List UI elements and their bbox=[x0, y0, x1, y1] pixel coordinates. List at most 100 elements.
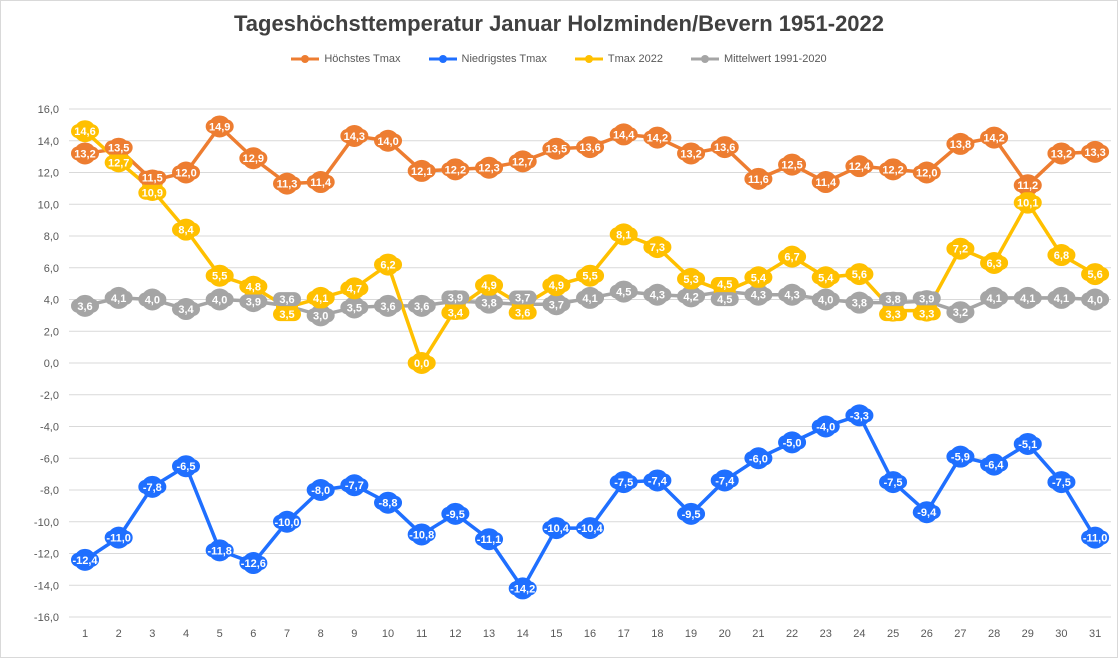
y-tick-label: 4,0 bbox=[44, 295, 59, 307]
legend-marker-icon bbox=[428, 55, 457, 63]
data-label-group: -8,8 bbox=[374, 495, 403, 510]
data-label: 7,2 bbox=[953, 244, 968, 256]
data-label-group: 3,5 bbox=[340, 300, 369, 315]
x-tick-label: 10 bbox=[382, 628, 394, 640]
data-label-background bbox=[407, 163, 436, 178]
data-label-group: 12,1 bbox=[407, 163, 436, 178]
data-label-group: 8,1 bbox=[609, 227, 638, 242]
y-tick-label: 14,0 bbox=[38, 136, 59, 148]
data-label: 14,6 bbox=[74, 126, 95, 138]
data-label: 4,1 bbox=[1020, 293, 1035, 305]
data-label-group: -7,5 bbox=[1047, 475, 1076, 490]
x-tick-label: 14 bbox=[517, 628, 529, 640]
data-label: -10,4 bbox=[578, 523, 604, 535]
data-label-group: -10,4 bbox=[542, 521, 571, 536]
data-label: 12,9 bbox=[243, 153, 264, 165]
data-label: 8,1 bbox=[616, 229, 631, 241]
data-label: 5,5 bbox=[212, 271, 227, 283]
data-label-background bbox=[576, 140, 605, 155]
data-label-background bbox=[710, 473, 739, 488]
data-label-background bbox=[643, 130, 672, 145]
data-label-group: 14,6 bbox=[71, 124, 99, 139]
data-label-group: 13,5 bbox=[104, 140, 133, 155]
data-label: -6,5 bbox=[177, 461, 196, 473]
data-label: 14,4 bbox=[613, 129, 635, 141]
data-label-group: 5,4 bbox=[811, 270, 840, 285]
data-label-background bbox=[441, 162, 470, 177]
data-label-background bbox=[205, 292, 234, 307]
data-label-group: 4,5 bbox=[710, 292, 739, 307]
y-tick-label: -8,0 bbox=[40, 485, 59, 497]
data-label-background bbox=[845, 295, 874, 310]
data-label-group: 10,1 bbox=[1013, 195, 1042, 210]
data-label-group: 11,5 bbox=[138, 170, 167, 185]
data-label-background bbox=[778, 287, 807, 302]
data-label: 5,4 bbox=[818, 272, 834, 284]
x-tick-label: 23 bbox=[820, 628, 832, 640]
data-label-group: 6,2 bbox=[374, 257, 403, 272]
legend-label: Mittelwert 1991-2020 bbox=[723, 53, 827, 65]
data-label-background bbox=[1081, 292, 1110, 307]
data-label-group: 5,3 bbox=[677, 271, 706, 286]
data-label: 5,6 bbox=[852, 269, 867, 281]
data-label: 12,3 bbox=[478, 163, 499, 175]
x-tick-label: 16 bbox=[584, 628, 596, 640]
data-label-background bbox=[542, 297, 571, 312]
data-label-group: 0,0 bbox=[407, 356, 436, 370]
x-tick-label: 8 bbox=[318, 628, 324, 640]
y-tick-label: 6,0 bbox=[44, 263, 59, 275]
legend-item: Tmax 2022 bbox=[574, 53, 663, 65]
data-label-background bbox=[744, 287, 773, 302]
data-label-background bbox=[980, 290, 1009, 305]
data-label-group: 12,4 bbox=[845, 159, 874, 174]
y-tick-label: -12,0 bbox=[34, 549, 59, 561]
x-tick-label: 18 bbox=[651, 628, 663, 640]
x-tick-label: 6 bbox=[250, 628, 256, 640]
data-label: 14,0 bbox=[377, 136, 398, 148]
data-label-background bbox=[441, 506, 470, 521]
data-label-group: -12,6 bbox=[239, 556, 268, 571]
data-label: -4,0 bbox=[816, 422, 835, 434]
data-label-background bbox=[306, 483, 335, 497]
data-label: 6,7 bbox=[784, 252, 799, 264]
data-label-background bbox=[1081, 530, 1110, 545]
data-label-group: 13,8 bbox=[946, 136, 975, 151]
data-label: 12,0 bbox=[175, 168, 196, 180]
x-tick-label: 11 bbox=[416, 628, 427, 640]
data-label: 5,5 bbox=[582, 271, 597, 283]
data-label-group: 6,8 bbox=[1047, 248, 1076, 263]
data-label-group: 13,2 bbox=[677, 146, 706, 161]
data-label-background bbox=[340, 281, 369, 296]
data-label: -5,9 bbox=[951, 452, 970, 464]
data-label: -5,1 bbox=[1018, 439, 1037, 451]
data-label-background bbox=[710, 277, 739, 292]
data-label-group: 14,0 bbox=[374, 133, 403, 148]
data-label-group: 4,8 bbox=[239, 279, 268, 294]
data-label-group: 3,6 bbox=[273, 292, 302, 307]
data-label: 3,7 bbox=[549, 299, 564, 311]
data-label: -6,0 bbox=[749, 453, 768, 465]
data-label-background bbox=[879, 292, 908, 307]
data-label-background bbox=[407, 356, 436, 370]
data-label: 4,0 bbox=[145, 295, 160, 307]
data-label: 13,6 bbox=[579, 142, 600, 154]
x-tick-label: 22 bbox=[786, 628, 798, 640]
data-label-background bbox=[980, 255, 1009, 270]
data-labels: 14,6 13,2 3,6 -12,4 13,5 12,7 4,1 -11,0 11,5 10,9… bbox=[71, 119, 1110, 596]
data-label-group: -11,0 bbox=[104, 530, 133, 545]
data-label-background bbox=[104, 140, 133, 155]
data-label-group: -5,9 bbox=[946, 449, 975, 464]
data-label: 11,6 bbox=[748, 174, 769, 186]
x-tick-label: 12 bbox=[449, 628, 461, 640]
data-label-background bbox=[205, 119, 234, 134]
data-label-group: 4,1 bbox=[1013, 290, 1042, 305]
data-label-group: 13,6 bbox=[576, 140, 605, 155]
data-label: 4,9 bbox=[549, 280, 564, 292]
x-tick-label: 28 bbox=[988, 628, 1000, 640]
data-label-background bbox=[306, 175, 335, 190]
data-label-background bbox=[744, 171, 773, 186]
data-label-group: 12,2 bbox=[441, 162, 470, 177]
data-label: 4,3 bbox=[650, 290, 665, 302]
data-label: 4,0 bbox=[212, 295, 227, 307]
data-label-background bbox=[643, 287, 672, 302]
